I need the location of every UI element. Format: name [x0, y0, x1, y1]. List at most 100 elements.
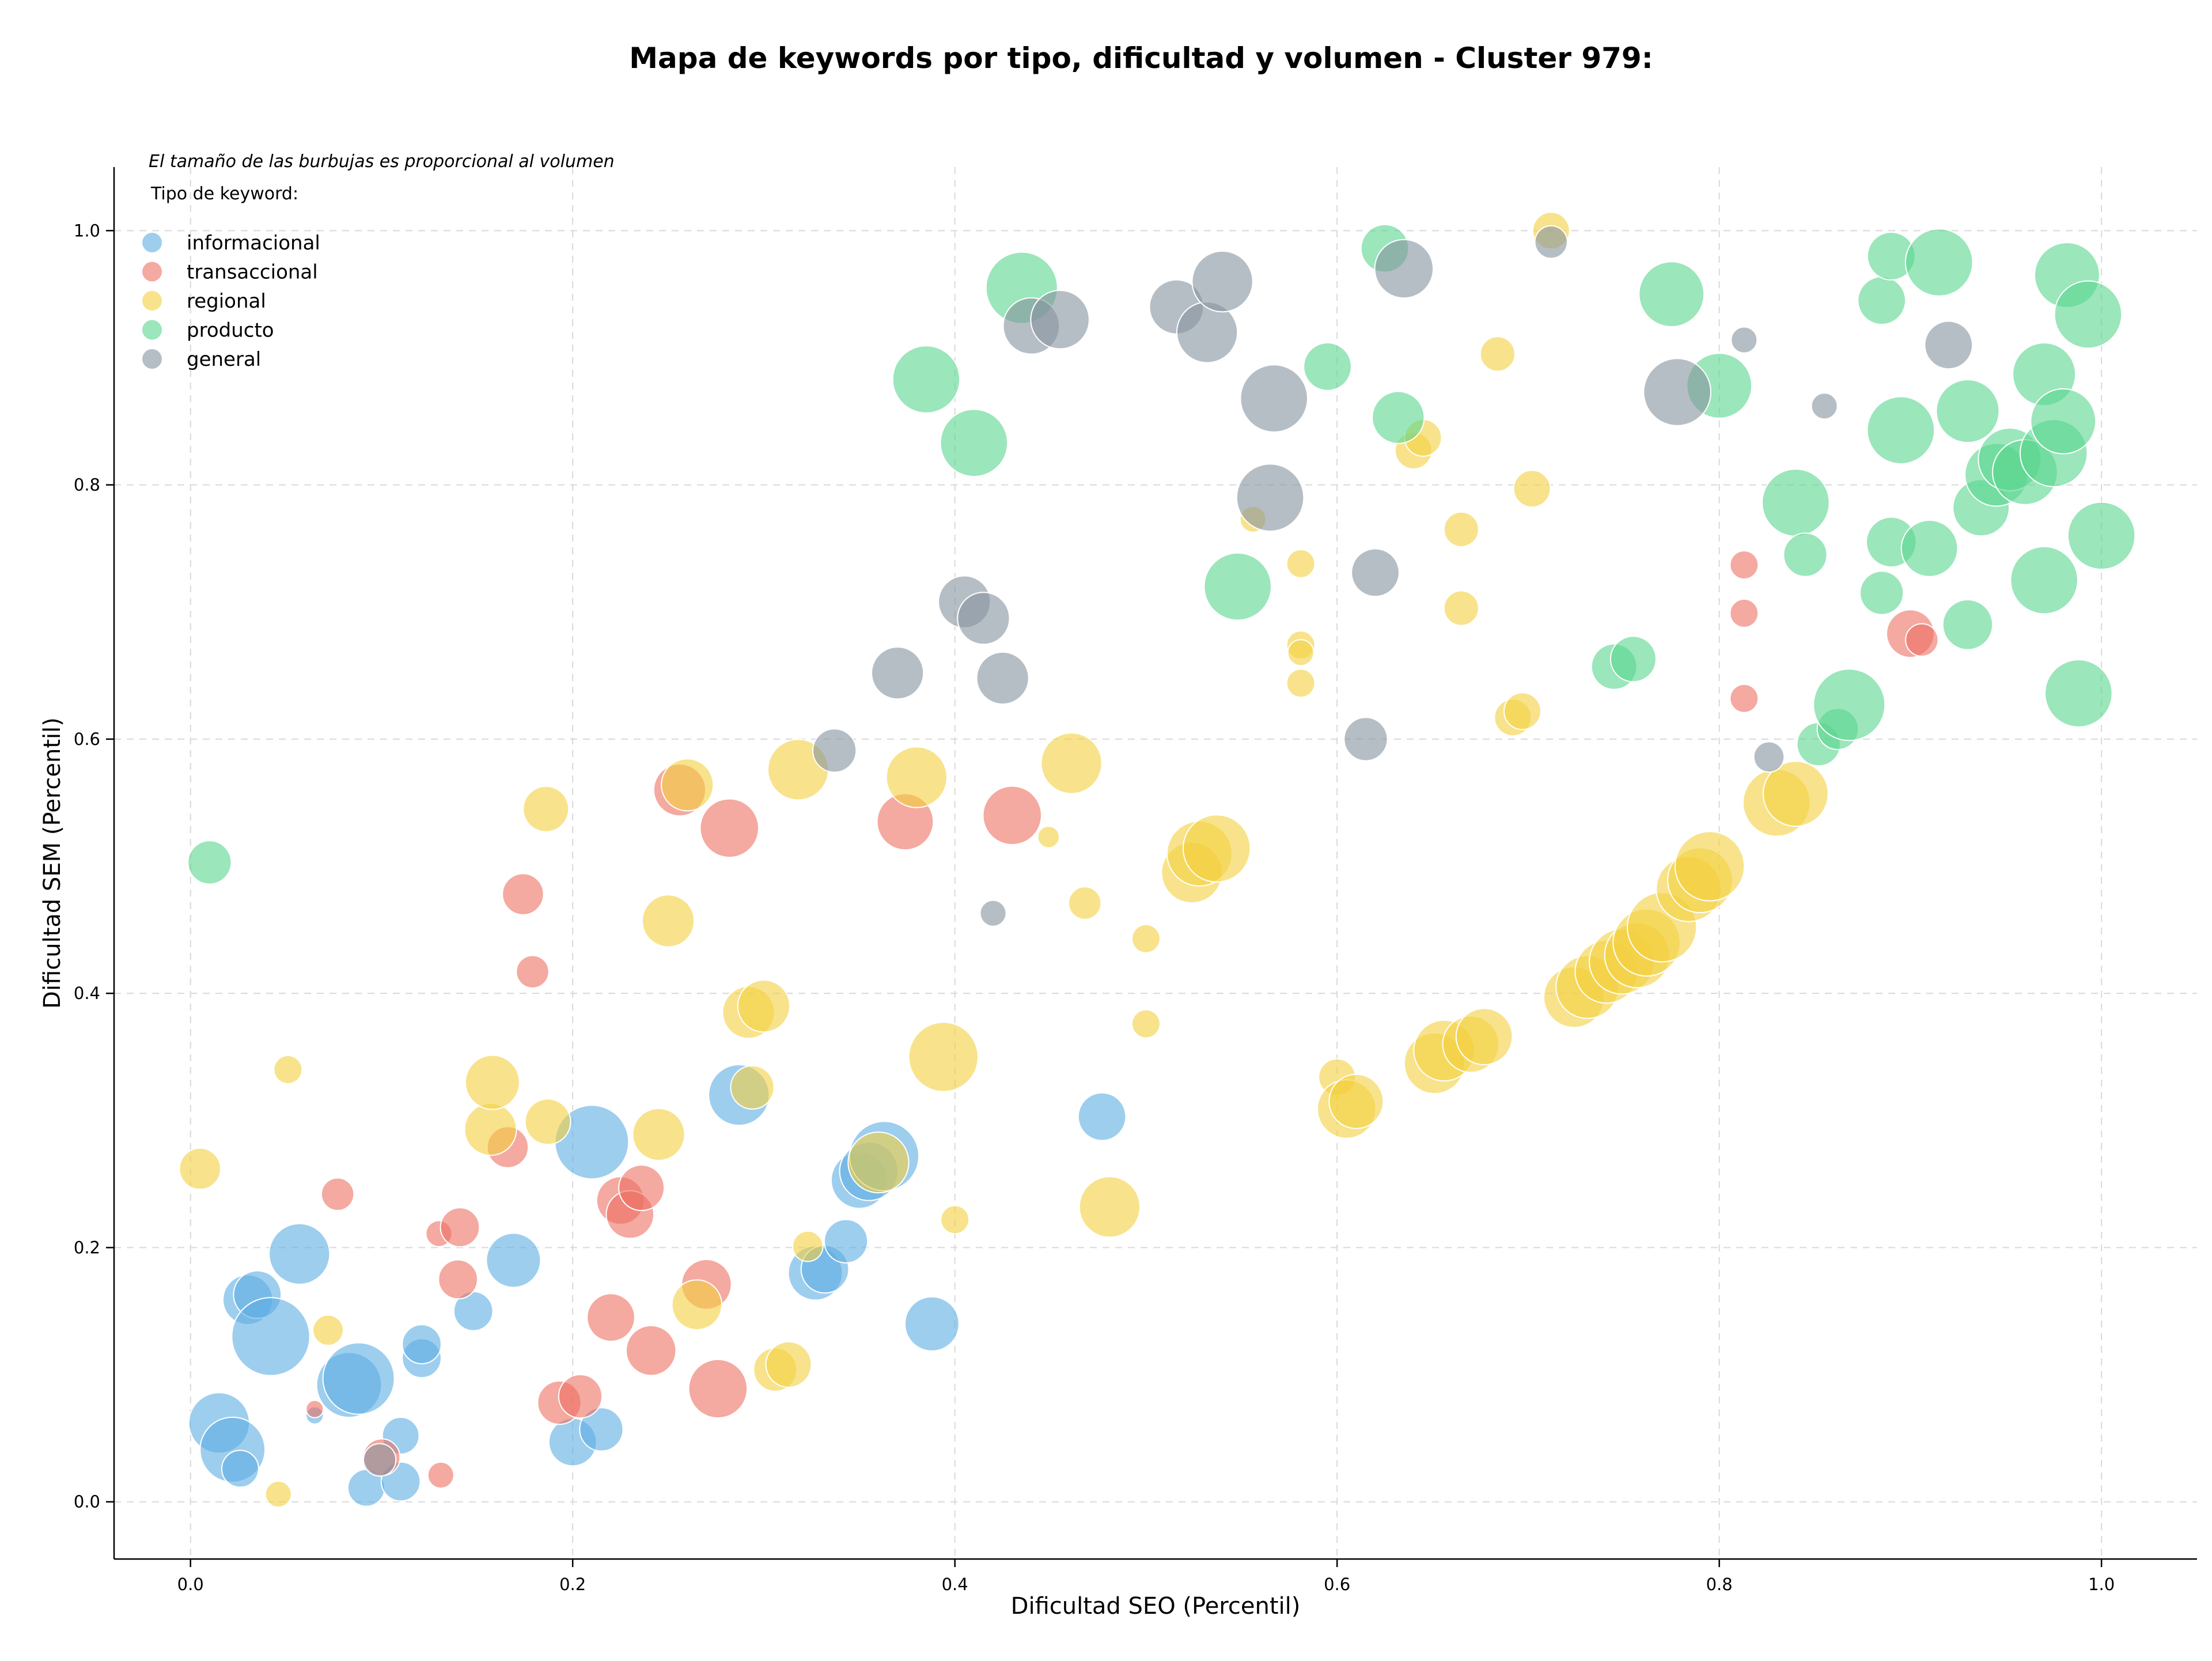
y-axis-label: Dificultad SEM (Percentil) — [39, 717, 66, 1009]
bubble-regional — [1182, 814, 1251, 883]
bubble-layer — [179, 211, 2136, 1508]
bubble-producto — [1303, 342, 1352, 391]
bubble-regional — [1455, 1008, 1513, 1066]
bubble-regional — [1503, 692, 1541, 731]
bubble-producto — [2044, 659, 2113, 728]
bubble-regional — [179, 1147, 222, 1190]
legend-marker-transaccional — [142, 262, 162, 282]
bubble-producto — [1904, 228, 1974, 297]
legend-label-regional: regional — [187, 290, 266, 313]
bubble-producto — [2054, 280, 2123, 349]
bubble-regional — [1443, 590, 1479, 626]
bubble-transaccional — [688, 1359, 748, 1419]
bubble-informacional — [221, 1450, 259, 1488]
bubble-producto — [1638, 261, 1705, 328]
bubble-regional — [730, 1065, 775, 1110]
bubble-informacional — [1077, 1092, 1127, 1141]
bubble-regional — [1287, 639, 1315, 667]
bubble-general — [1030, 290, 1090, 350]
bubble-producto — [1762, 468, 1830, 537]
bubble-informacional — [486, 1232, 541, 1288]
bubble-general — [1643, 358, 1711, 426]
bubble-transaccional — [516, 955, 550, 989]
bubble-regional — [671, 1279, 723, 1330]
bubble-transaccional — [586, 1293, 635, 1342]
x-tick-label: 0.4 — [942, 1575, 968, 1594]
bubble-regional — [641, 894, 695, 948]
bubble-regional — [661, 758, 714, 812]
bubble-producto — [1783, 532, 1828, 577]
bubble-general — [1240, 364, 1308, 433]
bubble-regional — [1068, 886, 1102, 920]
bubble-informacional — [904, 1296, 960, 1352]
bubble-producto — [1372, 391, 1425, 444]
grid-lines — [114, 167, 2197, 1559]
bubble-transaccional — [558, 1374, 603, 1419]
bubble-informacional — [268, 1223, 331, 1285]
legend-label-informacional: informacional — [187, 232, 320, 255]
legend-label-general: general — [187, 348, 261, 371]
x-tick-label: 0.8 — [1706, 1575, 1733, 1594]
y-tick-label: 0.0 — [74, 1492, 100, 1512]
bubble-producto — [1942, 599, 1994, 650]
bubble-producto — [1857, 276, 1906, 326]
bubble-transaccional — [305, 1399, 324, 1418]
bubble-regional — [847, 1131, 910, 1194]
bubble-regional — [464, 1054, 520, 1110]
bubble-transaccional — [618, 1164, 665, 1212]
chart-title: Mapa de keywords por tipo, dificultad y … — [629, 41, 1653, 75]
bubble-regional — [737, 979, 791, 1033]
bubble-regional — [522, 785, 570, 833]
bubble-regional — [1443, 511, 1479, 547]
legend-label-transaccional: transaccional — [187, 261, 318, 284]
bubble-size-note: El tamaño de las burbujas es proporciona… — [149, 152, 615, 172]
bubble-regional — [885, 746, 948, 808]
bubble-general — [979, 899, 1007, 927]
bubble-informacional — [322, 1342, 395, 1415]
bubble-producto — [1609, 635, 1657, 683]
bubble-transaccional — [502, 873, 544, 915]
bubble-general — [976, 651, 1029, 705]
bubble-regional — [1040, 732, 1103, 794]
legend-marker-general — [142, 349, 162, 369]
legend-marker-informacional — [142, 233, 162, 252]
bubble-regional — [273, 1055, 303, 1084]
y-tick-label: 0.2 — [74, 1238, 100, 1257]
bubble-producto — [1866, 396, 1936, 465]
bubble-regional — [632, 1107, 685, 1161]
x-tick-label: 0.0 — [177, 1575, 204, 1594]
bubble-transaccional — [1729, 683, 1759, 713]
bubble-transaccional — [1729, 599, 1759, 628]
bubble-informacional — [823, 1219, 869, 1264]
bubble-general — [1236, 463, 1305, 532]
bubble-regional — [791, 1230, 824, 1262]
legend-marker-producto — [142, 320, 162, 340]
bubble-producto — [892, 345, 961, 414]
bubble-informacional — [402, 1324, 442, 1364]
bubble-regional — [524, 1098, 571, 1145]
y-tick-label: 0.4 — [74, 983, 100, 1003]
bubble-informacional — [579, 1407, 624, 1452]
legend-marker-regional — [142, 291, 162, 311]
bubble-regional — [464, 1103, 517, 1156]
y-tick-label: 0.8 — [74, 475, 100, 495]
y-tick-label: 1.0 — [74, 221, 100, 240]
x-tick-label: 0.2 — [559, 1575, 586, 1594]
legend-title: Tipo de keyword: — [150, 184, 298, 204]
bubble-general — [1924, 320, 1974, 370]
bubble-general — [1351, 548, 1400, 597]
bubble-regional — [1078, 1176, 1141, 1238]
bubble-transaccional — [438, 1259, 478, 1300]
bubble-regional — [908, 1021, 979, 1092]
bubble-transaccional — [982, 785, 1042, 846]
bubble-regional — [1131, 1009, 1161, 1039]
bubble-regional — [1328, 1073, 1384, 1129]
bubble-producto — [2067, 501, 2136, 570]
bubble-regional — [1131, 924, 1161, 954]
bubble-regional — [1762, 760, 1829, 827]
bubble-general — [1753, 741, 1785, 773]
bubble-transaccional — [440, 1207, 480, 1247]
x-tick-label: 1.0 — [2088, 1575, 2115, 1594]
bubble-producto — [2010, 546, 2078, 615]
